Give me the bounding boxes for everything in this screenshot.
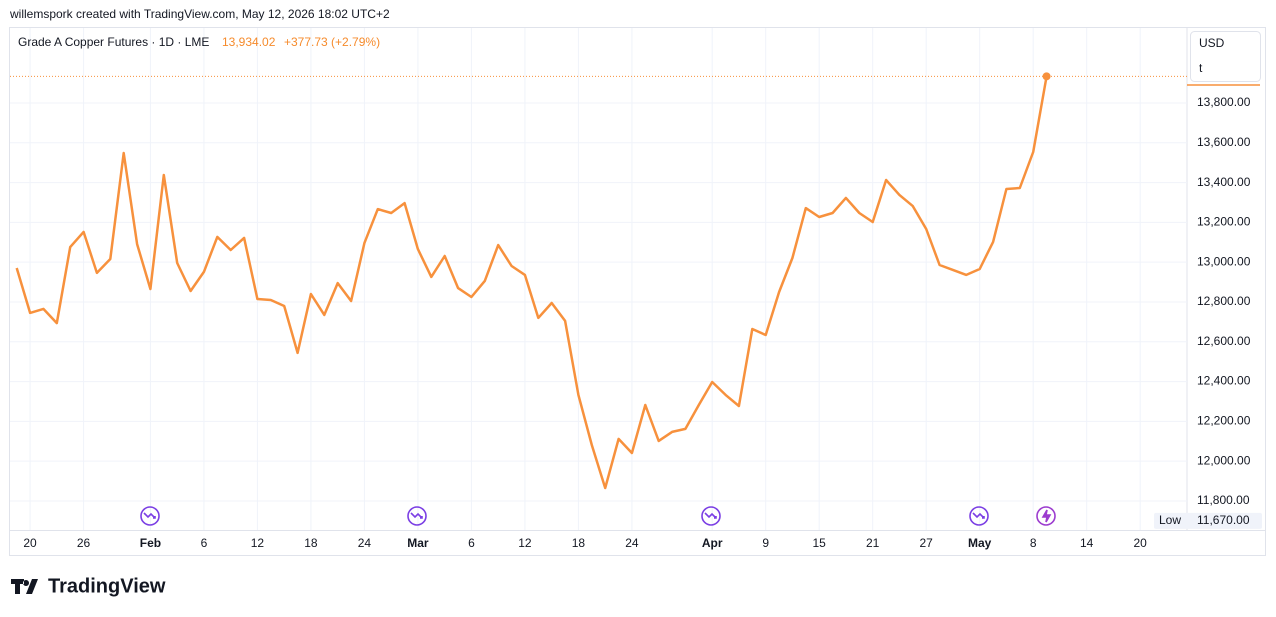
- x-tick-label: 12: [518, 536, 532, 550]
- y-tick-label: 12,800.00: [1197, 294, 1251, 308]
- x-tick-label: 12: [251, 536, 265, 550]
- y-tick-label: 13,800.00: [1197, 95, 1251, 109]
- unit: t: [1199, 61, 1203, 75]
- x-tick-label: 24: [358, 536, 372, 550]
- x-tick-label: 24: [625, 536, 639, 550]
- symbol: Grade A Copper Futures · 1D · LME: [18, 35, 209, 49]
- x-tick-label: 18: [572, 536, 586, 550]
- x-tick-label: 20: [1134, 536, 1148, 550]
- last-price: 13,934.02: [222, 35, 276, 49]
- x-tick-label: May: [968, 536, 992, 550]
- last-price-dot: [1042, 72, 1051, 81]
- logo-text: TradingView: [48, 575, 166, 597]
- event-icon: [407, 506, 427, 526]
- y-tick-label: 12,000.00: [1197, 453, 1251, 467]
- x-tick-label: 26: [77, 536, 91, 550]
- x-tick-label: 20: [23, 536, 37, 550]
- y-tick-label: 13,000.00: [1197, 254, 1251, 268]
- x-tick-label: Apr: [702, 536, 723, 550]
- x-tick-label: 18: [304, 536, 318, 550]
- y-tick-label: 11,800.00: [1197, 493, 1250, 507]
- y-tick-label: 13,200.00: [1197, 215, 1251, 229]
- unit-box: [1190, 31, 1261, 82]
- event-icons: [140, 506, 1056, 526]
- price-change: +377.73 (+2.79%): [284, 35, 380, 49]
- x-tick-label: Feb: [140, 536, 161, 550]
- y-tick-label: 12,400.00: [1197, 374, 1251, 388]
- y-tick-label: 12,200.00: [1197, 414, 1251, 428]
- x-tick-label: 14: [1080, 536, 1094, 550]
- price-line: [15, 76, 1048, 490]
- y-tick-label: 13,600.00: [1197, 135, 1251, 149]
- x-tick-label: 8: [1030, 536, 1037, 550]
- grid: [10, 28, 1187, 530]
- x-tick-label: Mar: [407, 536, 429, 550]
- x-tick-label: 6: [201, 536, 208, 550]
- low-badge: [1154, 512, 1262, 529]
- pane-border: [9, 27, 1266, 556]
- x-tick-label: 27: [920, 536, 934, 550]
- event-icon: [701, 506, 721, 526]
- low-label: Low: [1159, 513, 1181, 527]
- x-tick-label: 15: [813, 536, 827, 550]
- y-tick-label: 12,600.00: [1197, 334, 1251, 348]
- event-icon: [1036, 506, 1056, 526]
- x-tick-label: 9: [762, 536, 769, 550]
- currency: USD: [1199, 36, 1225, 50]
- x-tick-label: 6: [468, 536, 475, 550]
- x-tick-label: 21: [866, 536, 880, 550]
- credit: willemspork created with TradingView.com…: [9, 7, 390, 21]
- event-icon: [969, 506, 989, 526]
- y-tick-label: 13,400.00: [1197, 175, 1251, 189]
- low-value: 11,670.00: [1197, 513, 1250, 527]
- logo: TradingView: [11, 575, 166, 597]
- event-icon: [140, 506, 160, 526]
- marks: [10, 72, 1187, 490]
- logo-icon: [11, 579, 38, 594]
